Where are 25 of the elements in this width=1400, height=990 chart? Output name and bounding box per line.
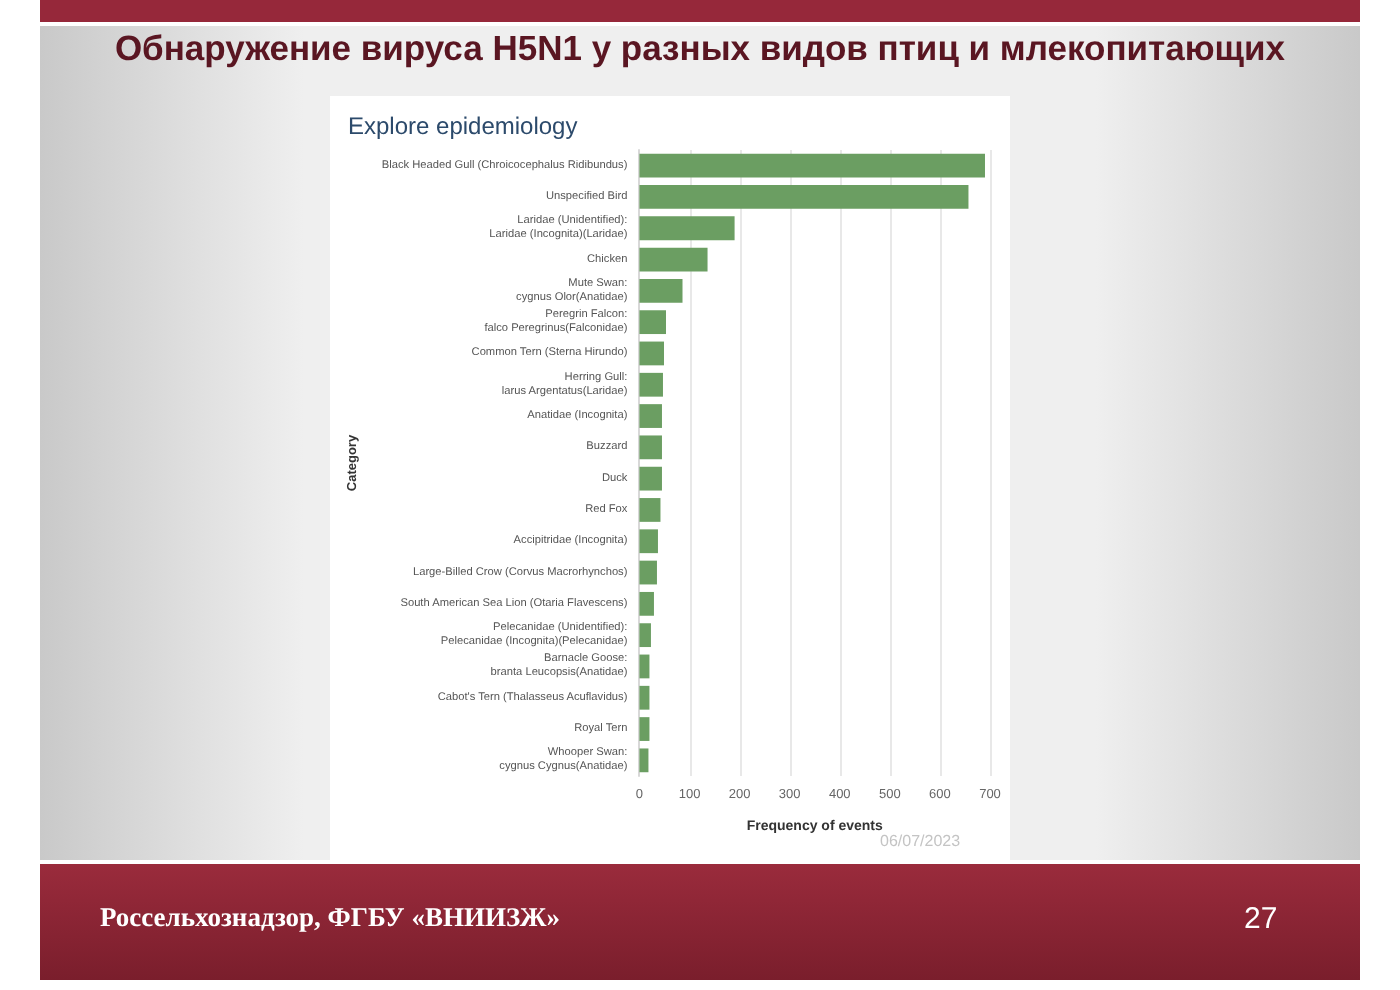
bar bbox=[639, 529, 658, 554]
bar bbox=[639, 591, 654, 616]
bar bbox=[639, 466, 662, 491]
bar bbox=[639, 341, 664, 366]
bar bbox=[639, 623, 651, 648]
text: Россельхознадзор, ФГБУ «ВНИИЗЖ» bbox=[100, 902, 561, 934]
bar bbox=[639, 185, 969, 209]
bar bbox=[639, 560, 657, 585]
bar bbox=[639, 310, 666, 335]
chart-subtitle: Explore epidemiology bbox=[348, 112, 578, 140]
bar bbox=[639, 685, 650, 710]
bar bbox=[639, 404, 662, 428]
bar bbox=[639, 717, 650, 741]
bar bbox=[639, 748, 649, 773]
chart-title: Обнаружение вируса H5N1 у разных видов птиц и млекопитающих bbox=[112, 26, 1288, 70]
bar bbox=[639, 247, 708, 272]
bar bbox=[639, 654, 650, 679]
bar bbox=[639, 372, 663, 397]
bar bbox=[639, 216, 735, 241]
bar bbox=[639, 498, 661, 522]
text: 27 bbox=[1244, 902, 1278, 936]
bar bbox=[639, 153, 985, 178]
bar bbox=[639, 278, 683, 303]
bar bbox=[639, 435, 662, 460]
text: 06/07/2023 bbox=[880, 832, 961, 850]
